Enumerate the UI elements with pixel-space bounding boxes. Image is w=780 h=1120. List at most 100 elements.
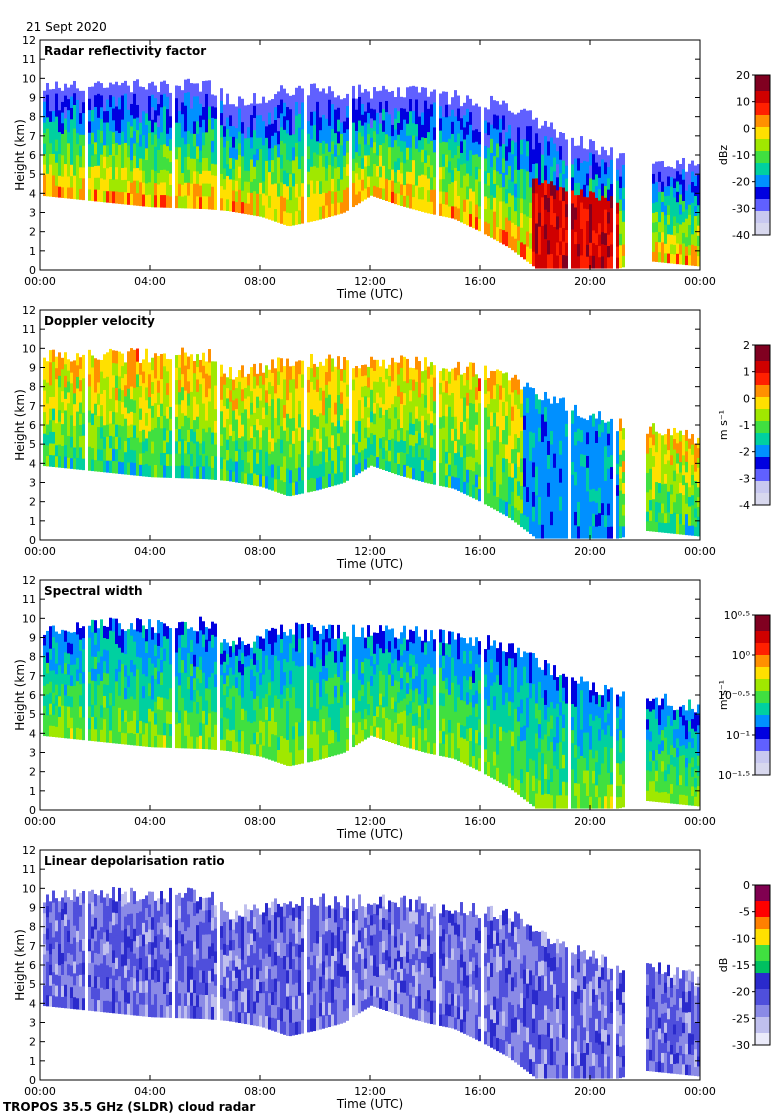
heatmap-cell <box>427 448 430 461</box>
heatmap-cell <box>622 460 625 473</box>
heatmap-cell <box>460 152 463 165</box>
heatmap-cell <box>187 712 190 725</box>
heatmap-cell <box>181 386 184 401</box>
heatmap-cell <box>220 399 223 412</box>
heatmap-cell <box>325 180 328 194</box>
heatmap-cell <box>262 650 265 663</box>
heatmap-cell <box>340 448 343 461</box>
heatmap-cell <box>70 187 73 199</box>
heatmap-cell <box>517 240 520 255</box>
heatmap-cell <box>151 675 154 688</box>
heatmap-cell <box>241 471 244 484</box>
heatmap-cell <box>43 153 46 165</box>
heatmap-cell <box>163 464 166 478</box>
heatmap-cell <box>244 116 247 128</box>
heatmap-cell <box>103 354 106 367</box>
heatmap-cell <box>124 418 127 430</box>
heatmap-cell <box>247 687 250 700</box>
heatmap-cell <box>385 89 388 101</box>
heatmap-cell <box>544 253 547 269</box>
heatmap-cell <box>505 174 508 190</box>
heatmap-cell <box>382 436 385 448</box>
heatmap-cell <box>616 516 619 528</box>
heatmap-cell <box>244 191 247 204</box>
heatmap-cell <box>292 120 295 135</box>
heatmap-cell <box>442 103 445 117</box>
heatmap-cell <box>82 705 85 718</box>
heatmap-cell <box>76 692 79 705</box>
heatmap-cell <box>259 424 262 438</box>
heatmap-cell <box>616 431 619 443</box>
heatmap-cell <box>205 431 208 445</box>
heatmap-cell <box>583 478 586 491</box>
heatmap-cell <box>397 362 400 375</box>
heatmap-cell <box>529 171 532 188</box>
heatmap-cell <box>562 146 565 161</box>
heatmap-cell <box>322 140 325 154</box>
x-tick-label: 00:00 <box>24 275 56 288</box>
heatmap-cell <box>547 253 550 269</box>
heatmap-cell <box>694 461 697 472</box>
heatmap-cell <box>184 390 187 404</box>
heatmap-cell <box>604 232 607 245</box>
heatmap-cell <box>64 421 67 434</box>
heatmap-cell <box>247 181 250 193</box>
heatmap-cell <box>124 80 127 94</box>
heatmap-cell <box>487 121 490 136</box>
heatmap-cell <box>286 358 289 373</box>
heatmap-cell <box>487 109 490 123</box>
heatmap-cell <box>667 522 670 534</box>
heatmap-cell <box>586 431 589 445</box>
heatmap-cell <box>169 406 172 419</box>
heatmap-cell <box>226 418 229 430</box>
heatmap-cell <box>355 387 358 400</box>
heatmap-cell <box>247 126 250 139</box>
heatmap-cell <box>256 159 259 172</box>
heatmap-cell <box>409 455 412 468</box>
heatmap-cell <box>517 126 520 142</box>
heatmap-cell <box>430 447 433 460</box>
heatmap-cell <box>325 167 328 181</box>
heatmap-cell <box>493 127 496 143</box>
heatmap-cell <box>577 440 580 454</box>
heatmap-cell <box>610 243 613 257</box>
heatmap-cell <box>676 232 679 244</box>
heatmap-cell <box>235 450 238 462</box>
heatmap-cell <box>103 707 106 720</box>
heatmap-cell <box>118 156 121 169</box>
heatmap-cell <box>367 427 370 438</box>
heatmap-cell <box>676 483 679 494</box>
heatmap-cell <box>502 157 505 173</box>
heatmap-cell <box>253 436 256 450</box>
heatmap-cell <box>688 438 691 449</box>
heatmap-cell <box>73 382 76 394</box>
heatmap-cell <box>280 126 283 141</box>
heatmap-cell <box>397 429 400 442</box>
heatmap-cell <box>622 504 625 516</box>
heatmap-cell <box>475 141 478 155</box>
heatmap-cell <box>202 415 205 429</box>
heatmap-cell <box>205 384 208 398</box>
heatmap-cell <box>124 698 127 711</box>
heatmap-cell <box>82 660 85 673</box>
heatmap-cell <box>115 387 118 401</box>
heatmap-cell <box>43 101 46 113</box>
heatmap-cell <box>424 432 427 446</box>
heatmap-cell <box>529 156 532 173</box>
heatmap-cell <box>256 373 259 386</box>
heatmap-cell <box>337 178 340 191</box>
heatmap-cell <box>604 468 607 481</box>
heatmap-cell <box>100 142 103 155</box>
heatmap-cell <box>694 452 697 463</box>
heatmap-cell <box>337 142 340 156</box>
heatmap-cell <box>652 423 655 435</box>
heatmap-cell <box>226 664 229 676</box>
heatmap-cell <box>256 440 259 453</box>
heatmap-cell <box>478 451 481 465</box>
heatmap-cell <box>508 394 511 409</box>
heatmap-cell <box>109 692 112 706</box>
heatmap-cell <box>178 710 181 724</box>
heatmap-cell <box>199 359 202 373</box>
heatmap-cell <box>574 145 577 159</box>
y-tick-label: 11 <box>22 53 36 66</box>
